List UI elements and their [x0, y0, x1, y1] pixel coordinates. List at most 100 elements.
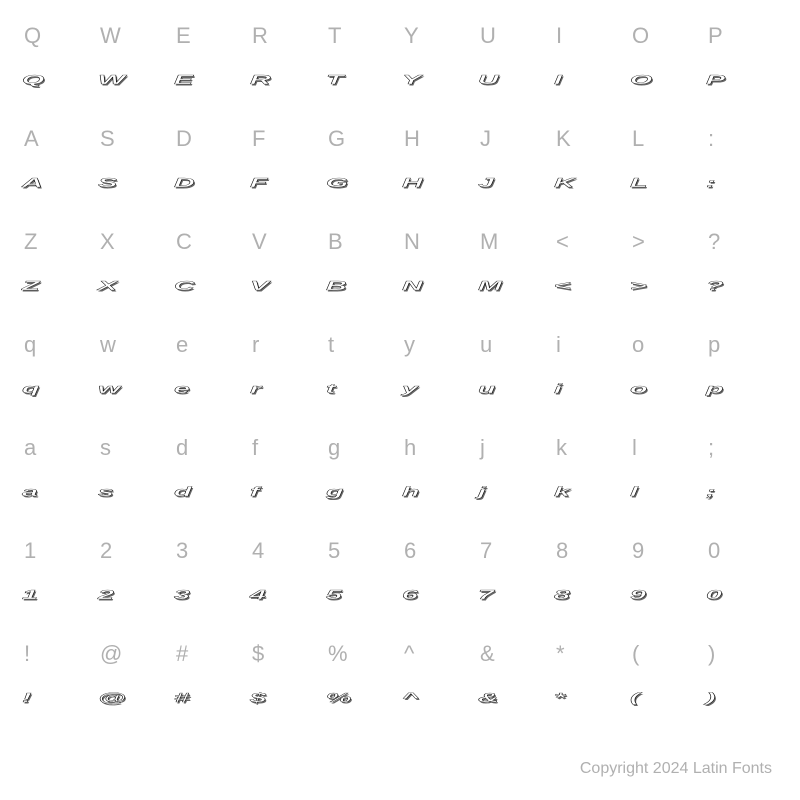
char-glyph: (	[628, 678, 638, 718]
char-glyph: R	[248, 60, 267, 100]
char-glyph: G	[324, 163, 344, 203]
char-cell: WW	[96, 12, 172, 115]
char-cell: ??	[704, 218, 780, 321]
char-cell: ((	[628, 630, 704, 733]
char-cell: dd	[172, 424, 248, 527]
char-glyph: F	[248, 163, 264, 203]
char-label: V	[248, 218, 267, 266]
char-glyph: O	[628, 60, 648, 100]
char-glyph: #	[172, 678, 187, 718]
char-glyph: r	[248, 369, 260, 409]
char-label: U	[476, 12, 496, 60]
char-label: #	[172, 630, 188, 678]
char-glyph: E	[172, 60, 190, 100]
char-glyph: 7	[476, 575, 491, 615]
char-cell: gg	[324, 424, 400, 527]
char-cell: 33	[172, 527, 248, 630]
char-cell: MM	[476, 218, 552, 321]
char-cell: II	[552, 12, 628, 115]
char-cell: ff	[248, 424, 324, 527]
char-cell: RR	[248, 12, 324, 115]
char-glyph: S	[96, 163, 114, 203]
char-label: X	[96, 218, 115, 266]
char-label: i	[552, 321, 561, 369]
char-glyph: w	[96, 369, 116, 409]
char-cell: AA	[20, 115, 96, 218]
char-label: P	[704, 12, 723, 60]
char-glyph: J	[476, 163, 491, 203]
character-map-grid: QQWWEERRTTYYUUIIOOPPAASSDDFFGGHHJJKKLL::…	[0, 0, 800, 733]
char-glyph: *	[552, 678, 564, 718]
char-glyph: C	[172, 266, 191, 306]
char-cell: ^^	[400, 630, 476, 733]
char-glyph: I	[552, 60, 561, 100]
char-glyph: K	[552, 163, 571, 203]
char-cell: GG	[324, 115, 400, 218]
char-cell: <<	[552, 218, 628, 321]
char-cell: ;;	[704, 424, 780, 527]
char-cell: 44	[248, 527, 324, 630]
char-cell: **	[552, 630, 628, 733]
char-cell: VV	[248, 218, 324, 321]
char-cell: yy	[400, 321, 476, 424]
char-cell: EE	[172, 12, 248, 115]
char-glyph: e	[172, 369, 187, 409]
char-label: B	[324, 218, 343, 266]
char-label: u	[476, 321, 492, 369]
char-cell: 99	[628, 527, 704, 630]
char-label: g	[324, 424, 340, 472]
char-label: q	[20, 321, 36, 369]
char-cell: XX	[96, 218, 172, 321]
char-label: ^	[400, 630, 414, 678]
char-glyph: L	[628, 163, 644, 203]
char-cell: hh	[400, 424, 476, 527]
char-cell: jj	[476, 424, 552, 527]
char-cell: oo	[628, 321, 704, 424]
char-label: ?	[704, 218, 720, 266]
char-glyph: h	[400, 472, 416, 512]
char-cell: QQ	[20, 12, 96, 115]
char-glyph: k	[552, 472, 567, 512]
char-label: I	[552, 12, 562, 60]
char-label: <	[552, 218, 569, 266]
char-glyph: $	[248, 678, 263, 718]
char-glyph: l	[628, 472, 637, 512]
char-label: F	[248, 115, 265, 163]
char-glyph: A	[20, 163, 39, 203]
char-glyph: Q	[20, 60, 40, 100]
char-label: R	[248, 12, 268, 60]
char-glyph: U	[476, 60, 495, 100]
char-label: w	[96, 321, 116, 369]
char-cell: LL	[628, 115, 704, 218]
char-label: *	[552, 630, 565, 678]
char-glyph: ^	[400, 678, 416, 718]
char-cell: >>	[628, 218, 704, 321]
char-glyph: W	[96, 60, 120, 100]
char-cell: 22	[96, 527, 172, 630]
char-cell: ee	[172, 321, 248, 424]
char-label: f	[248, 424, 258, 472]
char-glyph: t	[324, 369, 334, 409]
char-label: C	[172, 218, 192, 266]
char-label: s	[96, 424, 111, 472]
char-glyph: &	[476, 678, 495, 718]
char-label: p	[704, 321, 720, 369]
char-cell: kk	[552, 424, 628, 527]
char-label: D	[172, 115, 192, 163]
char-cell: ww	[96, 321, 172, 424]
char-glyph: X	[96, 266, 114, 306]
char-label: k	[552, 424, 567, 472]
char-glyph: %	[324, 678, 347, 718]
char-label: r	[248, 321, 259, 369]
char-glyph: y	[400, 369, 415, 409]
char-cell: rr	[248, 321, 324, 424]
char-cell: @@	[96, 630, 172, 733]
char-label: J	[476, 115, 491, 163]
char-glyph: <	[552, 266, 568, 306]
char-cell: ii	[552, 321, 628, 424]
char-cell: ZZ	[20, 218, 96, 321]
char-glyph: 9	[628, 575, 643, 615]
char-cell: HH	[400, 115, 476, 218]
char-label: 7	[476, 527, 492, 575]
char-cell: UU	[476, 12, 552, 115]
